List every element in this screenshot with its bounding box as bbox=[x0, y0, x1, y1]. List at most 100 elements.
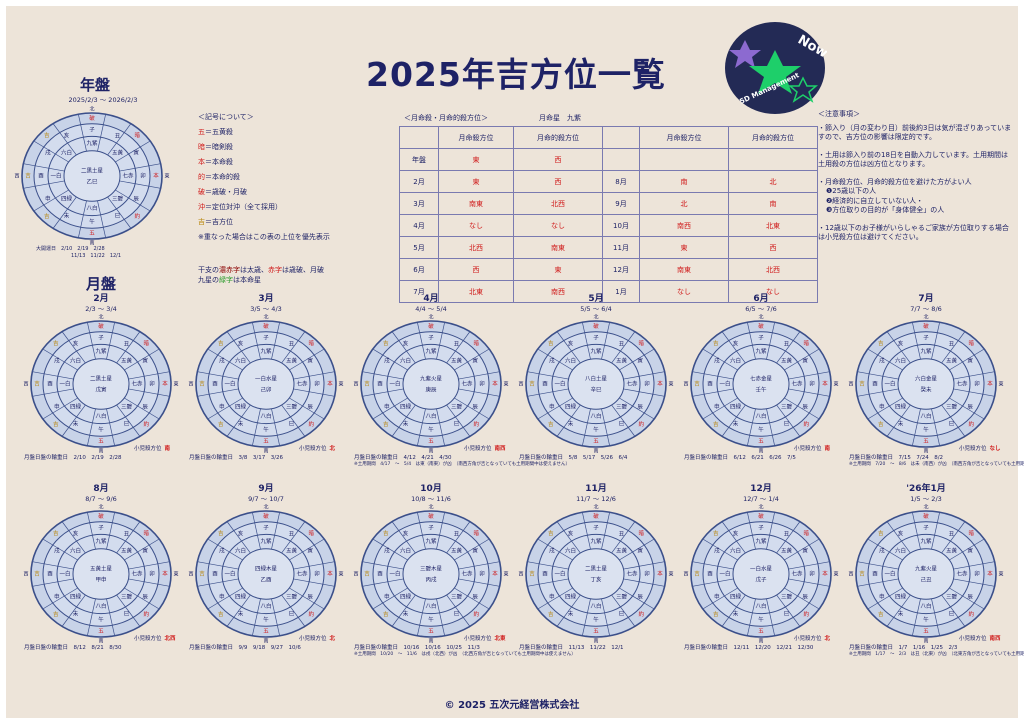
zodiac-label: 巳 bbox=[619, 610, 625, 617]
dial-divider bbox=[788, 578, 830, 587]
year-chart-title: 年盤 bbox=[80, 76, 111, 94]
star-label: 三碧 bbox=[286, 402, 298, 410]
direction-mark: 五 bbox=[923, 438, 929, 445]
logo: Now 5D Management bbox=[725, 22, 827, 114]
dial-divider bbox=[556, 521, 581, 554]
direction-mark: 約 bbox=[143, 420, 149, 428]
zodiac-label: 寅 bbox=[472, 357, 478, 365]
dial-divider bbox=[61, 594, 86, 627]
center-star: 三碧木星 bbox=[420, 565, 443, 573]
direction-mark: 吉 bbox=[199, 571, 205, 578]
table-cell bbox=[639, 148, 729, 171]
dial-divider bbox=[537, 397, 573, 420]
star-label: 九紫 bbox=[425, 347, 437, 355]
month-note: ※土用期間 1/17 〜 2/3 は丑（北東）が凶 （北東方角が吉となっていても… bbox=[849, 652, 1024, 657]
star-label: 七赤 bbox=[626, 380, 638, 388]
direction-mark: 吉 bbox=[548, 340, 554, 347]
dial-divider bbox=[776, 594, 801, 627]
zodiac-label: 未 bbox=[403, 419, 409, 427]
star-label: 七赤 bbox=[122, 172, 134, 180]
compass-south: 南 bbox=[758, 448, 763, 455]
dial-divider bbox=[582, 322, 591, 360]
table-cell: 北 bbox=[728, 170, 818, 193]
kid-direction: 小児殺方位 南西 bbox=[464, 446, 506, 452]
zodiac-label: 酉 bbox=[707, 381, 713, 388]
zodiac-label: 午 bbox=[98, 425, 104, 433]
zodiac-label: 午 bbox=[593, 425, 599, 433]
compass-west: 西 bbox=[188, 382, 193, 388]
dial-divider bbox=[87, 322, 96, 360]
table-cell: 南東 bbox=[438, 192, 514, 215]
dial-divider bbox=[556, 594, 581, 627]
direction-mark: 吉 bbox=[53, 611, 59, 618]
star-label: 九紫 bbox=[95, 537, 107, 545]
dial-divider bbox=[747, 598, 756, 636]
zodiac-label: 辰 bbox=[472, 593, 478, 600]
star-label: 一白 bbox=[719, 570, 730, 578]
dial-divider bbox=[362, 388, 404, 397]
zodiac-label: 申 bbox=[384, 402, 390, 410]
zodiac-label: 辰 bbox=[967, 403, 973, 410]
zodiac-label: 酉 bbox=[47, 571, 53, 578]
zodiac-label: 申 bbox=[714, 592, 720, 600]
zodiac-label: 申 bbox=[219, 592, 225, 600]
direction-mark: 吉 bbox=[548, 611, 554, 618]
direction-mark: 吉 bbox=[218, 530, 224, 537]
dial-divider bbox=[293, 578, 335, 587]
legend-header: ＜記号について＞ bbox=[198, 113, 254, 121]
zodiac-label: 未 bbox=[733, 609, 739, 617]
dial-divider bbox=[886, 331, 911, 364]
direction-mark: 約 bbox=[803, 610, 809, 618]
direction-mark: 暗 bbox=[803, 339, 809, 347]
star-label: 一白 bbox=[719, 380, 730, 388]
dial-divider bbox=[619, 587, 655, 610]
direction-mark: 暗 bbox=[638, 529, 644, 537]
dial-divider bbox=[702, 397, 738, 420]
direction-mark: 本 bbox=[162, 380, 168, 388]
direction-mark: 破 bbox=[98, 322, 104, 330]
kid-direction: 小児殺方位 なし bbox=[959, 446, 1001, 452]
dial-divider bbox=[949, 348, 985, 371]
dial-divider bbox=[226, 521, 251, 554]
star-label: 五黄 bbox=[451, 547, 463, 555]
star-label: 九紫 bbox=[590, 537, 602, 545]
dial-divider bbox=[776, 331, 801, 364]
star-label: 八白 bbox=[95, 412, 106, 420]
star-label: 九紫 bbox=[920, 537, 932, 545]
zodiac-label: 酉 bbox=[377, 381, 383, 388]
zodiac-label: 巳 bbox=[784, 420, 790, 427]
star-label: 八白 bbox=[590, 602, 601, 610]
direction-mark: 吉 bbox=[44, 132, 50, 139]
direction-table-star: 月命星 九紫 bbox=[539, 114, 581, 122]
zodiac-label: 卯 bbox=[974, 380, 980, 388]
dial-divider bbox=[619, 397, 655, 420]
month-range: 11/7 〜 12/6 bbox=[576, 495, 616, 503]
direction-mark: 吉 bbox=[383, 421, 389, 428]
table-cell bbox=[602, 126, 640, 149]
legend-item: 暗＝暗剣殺 bbox=[198, 143, 233, 151]
zodiac-label: 午 bbox=[593, 615, 599, 623]
month-label: 2月 bbox=[93, 294, 109, 304]
zodiac-label: 子 bbox=[98, 335, 104, 342]
star-label: 一白 bbox=[389, 380, 400, 388]
dial-ring bbox=[63, 150, 121, 202]
star-label: 一白 bbox=[224, 380, 235, 388]
dial-divider bbox=[289, 348, 325, 371]
month-chart-dial: 子丑寅卯辰巳午未申酉戌亥九紫五黄七赤三碧八白四緑一白六白破暗本約五吉吉吉五黄土星… bbox=[23, 504, 178, 645]
table-cell: 月命的殺方位 bbox=[513, 126, 603, 149]
dial-divider bbox=[556, 404, 581, 437]
dial-divider bbox=[784, 348, 820, 371]
table-cell: 西 bbox=[438, 258, 514, 281]
zodiac-label: 午 bbox=[428, 615, 434, 623]
zodiac-label: 酉 bbox=[707, 571, 713, 578]
dial-divider bbox=[436, 598, 445, 636]
direction-mark: 暗 bbox=[143, 529, 149, 537]
dial-divider bbox=[417, 408, 426, 446]
dial-divider bbox=[867, 587, 903, 610]
dial-divider bbox=[788, 371, 830, 380]
direction-mark: 破 bbox=[923, 512, 929, 520]
direction-mark: 五 bbox=[263, 438, 269, 445]
zodiac-label: 寅 bbox=[802, 357, 808, 365]
compass-north: 北 bbox=[263, 504, 268, 511]
table-row: 6月西東 12月 南東 北西 bbox=[399, 258, 818, 281]
